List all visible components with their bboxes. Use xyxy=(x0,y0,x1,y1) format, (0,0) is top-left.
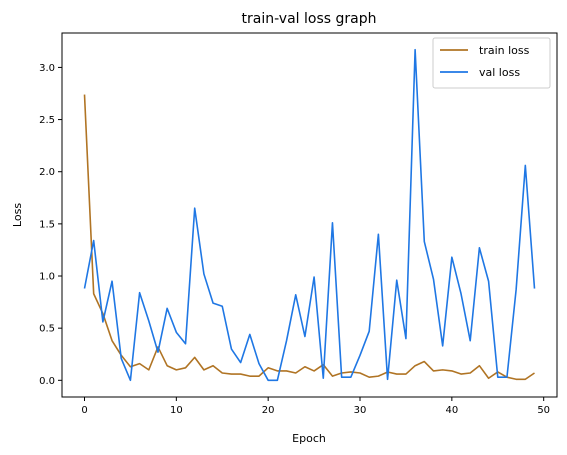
y-tick-label: 1.0 xyxy=(39,272,55,283)
x-axis-label: Epoch xyxy=(292,432,326,445)
x-axis-ticks: 0 10 20 30 40 50 xyxy=(81,397,550,416)
y-tick-label: 0.0 xyxy=(39,376,55,387)
x-tick-label: 40 xyxy=(445,405,458,416)
x-tick-label: 30 xyxy=(354,405,367,416)
axes-frame xyxy=(61,32,558,398)
legend: train loss val loss xyxy=(432,37,551,89)
series-line-train-loss xyxy=(83,94,535,381)
y-tick-label: 1.5 xyxy=(39,219,55,230)
x-tick-label: 0 xyxy=(81,405,87,416)
y-tick-label: 3.0 xyxy=(39,63,55,74)
y-tick-label: 0.5 xyxy=(39,324,55,335)
x-tick-label: 50 xyxy=(537,405,550,416)
y-axis-ticks: 0.0 0.5 1.0 1.5 2.0 2.5 3.0 xyxy=(39,63,62,387)
y-tick-label: 2.5 xyxy=(39,115,55,126)
series-line-val-loss xyxy=(83,48,536,382)
x-tick-label: 10 xyxy=(170,405,183,416)
chart-title: train-val loss graph xyxy=(242,11,377,27)
y-axis-label: Loss xyxy=(11,203,24,227)
legend-label-val-loss: val loss xyxy=(479,66,520,79)
legend-label-train-loss: train loss xyxy=(479,44,530,57)
x-tick-label: 20 xyxy=(262,405,275,416)
series-layer xyxy=(83,48,536,382)
y-tick-label: 2.0 xyxy=(39,167,55,178)
